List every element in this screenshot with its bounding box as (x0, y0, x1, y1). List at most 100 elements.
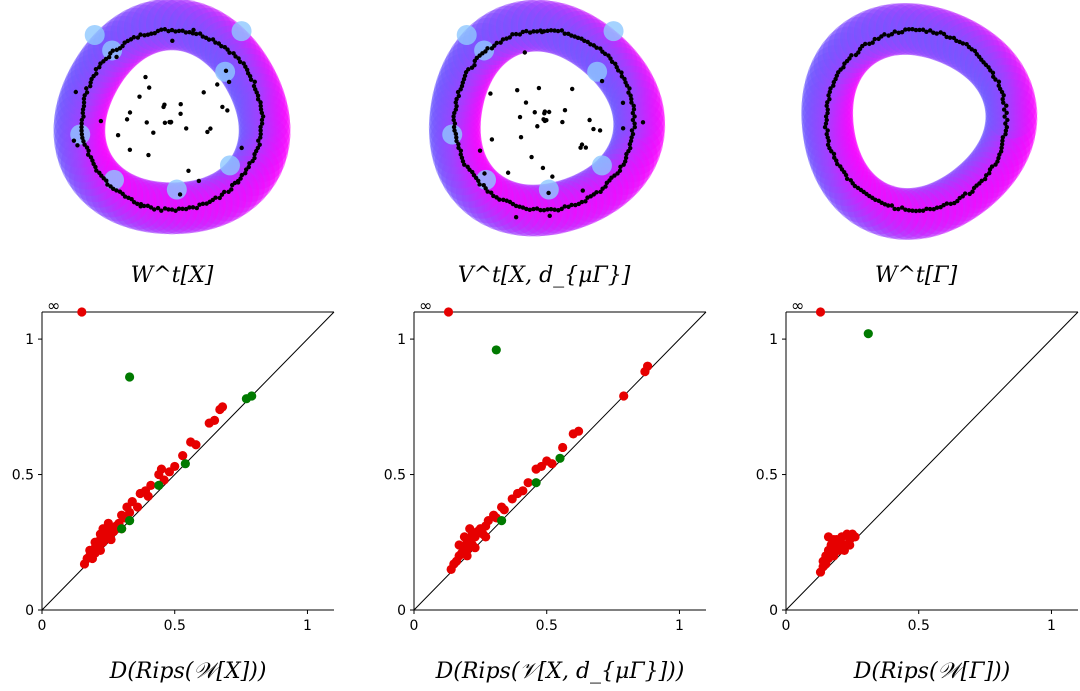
sample-point (79, 132, 85, 137)
infinity-marker-icon: ∞ (419, 300, 432, 315)
sample-point (173, 208, 178, 213)
sample-point (81, 139, 86, 144)
diagram-point (117, 524, 127, 534)
ball-union (53, 0, 291, 235)
sample-point (627, 142, 633, 147)
series-finite (815, 307, 860, 577)
diagram-point (154, 480, 164, 490)
sample-point (79, 128, 84, 133)
outlier-point (546, 190, 551, 196)
sample-point (247, 161, 252, 166)
diagram-point (499, 505, 509, 515)
persistence-diagram-vx: ∞ 0 0.5 1 0 0.5 1 D(Rips(𝒱[X, d_{μΓ}])) (384, 300, 707, 684)
sample-point (938, 205, 943, 210)
sample-point (952, 200, 957, 206)
sample-point (194, 31, 199, 37)
sample-point (453, 100, 458, 105)
outlier-point (580, 188, 585, 193)
sample-point (996, 79, 1002, 84)
sample-point (460, 159, 466, 164)
sample-point (94, 168, 99, 173)
sample-point (999, 145, 1004, 151)
sample-point (826, 93, 831, 98)
ball (985, 86, 1038, 139)
diagram-point (523, 478, 533, 488)
sample-point (555, 28, 561, 34)
diagram-point (850, 532, 860, 542)
diagram-point (491, 345, 501, 355)
sample-point (886, 203, 891, 208)
sample-point (204, 201, 209, 206)
sample-point (105, 182, 110, 187)
sample-point (924, 206, 929, 211)
sample-point (623, 155, 629, 161)
outlier-point (186, 168, 191, 174)
ball (456, 24, 477, 45)
sample-point (941, 31, 947, 37)
outlier-point (220, 104, 225, 110)
x-tick-label: 0.5 (536, 618, 558, 634)
sample-point (145, 203, 150, 209)
sample-point (872, 36, 877, 42)
outlier-point (569, 86, 575, 92)
sample-point (88, 80, 93, 85)
sample-point (498, 40, 503, 45)
sample-point (583, 199, 588, 204)
sample-point (453, 107, 459, 112)
sample-point (451, 117, 456, 123)
sample-point (510, 32, 515, 37)
outlier-point (226, 79, 232, 85)
sample-point (825, 128, 830, 133)
sample-point (585, 195, 590, 200)
outlier-point (547, 213, 552, 219)
sample-point (82, 142, 87, 147)
sample-point (244, 67, 250, 72)
sample-point (823, 114, 829, 119)
sample-point (631, 103, 636, 108)
sample-point (920, 27, 926, 32)
sample-point (236, 56, 241, 61)
sample-points (451, 28, 646, 220)
essential-point (443, 307, 454, 317)
sample-point (258, 135, 263, 140)
sample-point (917, 208, 922, 213)
sample-point (993, 77, 998, 82)
sample-point (931, 30, 936, 35)
sample-point (833, 76, 838, 82)
sample-point (456, 145, 461, 150)
sample-point (243, 167, 249, 172)
sample-point (79, 117, 85, 123)
diagram-point (845, 540, 855, 550)
sample-point (93, 66, 99, 72)
outlier-point (522, 50, 527, 55)
outlier-point (546, 109, 552, 115)
sample-point (114, 188, 119, 193)
sample-point (1003, 131, 1008, 137)
sample-point (824, 117, 829, 123)
outlier-point (127, 110, 133, 115)
sample-point (562, 204, 567, 209)
sample-point (451, 124, 457, 130)
sample-point (924, 29, 929, 35)
sample-point (573, 202, 578, 208)
sample-point (967, 191, 972, 197)
sample-point (562, 31, 567, 36)
sample-point (825, 135, 830, 140)
sample-point (944, 34, 949, 40)
sample-point (88, 83, 93, 89)
panel-caption: D(Rips(𝒲[X])) (109, 659, 267, 684)
outlier-point (184, 126, 189, 131)
sample-point (176, 206, 182, 211)
diagram-point (547, 459, 557, 469)
sample-point (187, 205, 192, 210)
outlier-point (599, 78, 605, 84)
sample-point (538, 207, 543, 213)
sample-point (849, 53, 854, 58)
sample-point (913, 208, 919, 214)
sample-point (452, 121, 458, 126)
y-tick-label: 0 (25, 603, 34, 619)
sample-point (630, 110, 636, 116)
sample-point (954, 38, 959, 44)
sample-point (258, 128, 263, 133)
sample-point (197, 31, 203, 36)
